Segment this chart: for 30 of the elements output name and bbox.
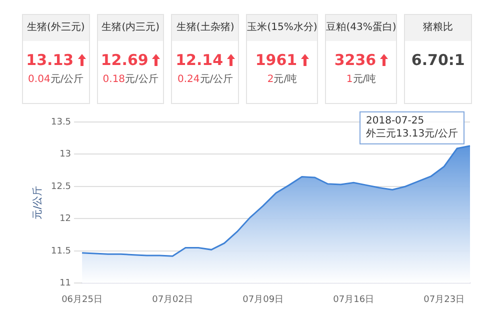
text: 6.70:1 xyxy=(411,51,465,69)
x-tick-label: 07月23日 xyxy=(424,294,465,305)
text: 0.18元/公斤 xyxy=(102,72,160,86)
x-tick-label: 06月25日 xyxy=(62,294,102,305)
y-tick-label: 13.5 xyxy=(50,117,72,128)
x-tick-label: 07月02日 xyxy=(152,294,194,305)
text: 12.14 xyxy=(176,51,224,69)
annotation: 2018-07-25 外三元13.13元/公斤 xyxy=(366,115,458,140)
x-tick-label: 07月09日 xyxy=(242,294,284,305)
text: 0.24元/公斤 xyxy=(176,72,234,86)
text: 3236 xyxy=(334,51,376,69)
text: 1元/吨 xyxy=(345,72,378,86)
y-tick-label: 12.5 xyxy=(50,182,72,192)
category-label: 生猪(外三元) xyxy=(23,15,89,41)
text: 1961 xyxy=(255,51,298,69)
y-tick-label: 11 xyxy=(60,278,72,289)
category-label: 猪粮比 xyxy=(405,15,471,41)
category-label: 生猪(内三元) xyxy=(98,15,164,41)
y-tick-label: 13 xyxy=(60,150,72,160)
category-label: 生猪(土杂猪) xyxy=(172,15,238,41)
text: 0.04元/公斤 xyxy=(27,72,85,86)
text: 2元/吨 xyxy=(266,72,298,86)
y-axis-title: 元/公斤 xyxy=(32,186,44,220)
y-tick-label: 12 xyxy=(60,214,72,224)
category-label: 玉米(15%水分) xyxy=(247,15,318,41)
text: 13.13 xyxy=(26,51,74,69)
x-tick-label: 07月16日 xyxy=(333,294,374,305)
category-label: 豆粕(43%蛋白) xyxy=(326,15,396,41)
y-tick-label: 11.5 xyxy=(50,246,72,256)
text: 12.69 xyxy=(100,51,148,69)
